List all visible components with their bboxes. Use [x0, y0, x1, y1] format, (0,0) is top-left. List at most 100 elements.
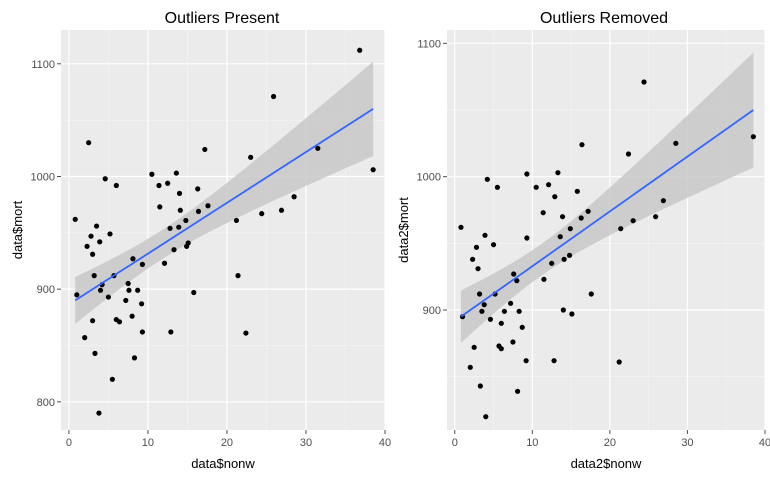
data-point — [82, 335, 88, 341]
left-y-axis-title: data$mort — [10, 200, 25, 259]
data-point — [167, 225, 173, 231]
y-tick-label: 800 — [37, 397, 55, 409]
data-point — [161, 260, 168, 266]
data-point — [473, 244, 480, 250]
data-point — [481, 302, 487, 308]
data-point — [92, 350, 98, 356]
data-point — [482, 232, 488, 238]
data-point — [541, 276, 547, 282]
y-tick-label: 900 — [37, 284, 55, 296]
y-tick-label: 1000 — [417, 172, 441, 184]
data-point — [248, 154, 254, 160]
data-point — [540, 210, 546, 216]
left-x-ticks: 0 10 20 30 40 — [66, 430, 391, 449]
data-point — [139, 261, 145, 267]
data-point — [195, 186, 201, 192]
data-point — [177, 207, 183, 213]
data-point — [139, 329, 145, 335]
y-tick-label: 900 — [423, 305, 441, 317]
data-point — [129, 313, 135, 319]
data-point — [107, 231, 113, 237]
data-point — [243, 330, 249, 336]
data-point — [149, 171, 155, 177]
data-point — [183, 217, 189, 224]
right-chart-title: Outliers Removed — [540, 10, 668, 27]
right-confidence-band-group — [460, 52, 754, 343]
data-point — [157, 204, 163, 210]
x-tick-label: 0 — [452, 437, 458, 449]
data-point — [185, 240, 191, 246]
data-point — [660, 198, 666, 204]
data-point — [195, 208, 202, 215]
data-point — [579, 142, 585, 148]
data-point — [130, 256, 136, 262]
x-tick-label: 40 — [379, 437, 391, 449]
data-point — [467, 364, 473, 370]
data-point — [555, 170, 561, 176]
data-point — [561, 256, 567, 262]
data-point — [625, 151, 632, 157]
data-point — [131, 355, 138, 361]
data-point — [123, 297, 129, 304]
data-point — [113, 182, 119, 189]
left-chart-title: Outliers Present — [165, 10, 280, 27]
data-point — [84, 243, 90, 249]
data-point — [490, 242, 497, 248]
data-point — [476, 291, 483, 297]
data-point — [171, 247, 177, 253]
right-y-ticks: 900 1000 1100 — [417, 38, 447, 317]
x-tick-label: 0 — [66, 437, 72, 449]
data-point — [566, 252, 573, 258]
data-point — [139, 301, 145, 307]
data-point — [135, 287, 141, 293]
data-point — [91, 273, 97, 279]
data-point — [86, 140, 92, 146]
right-y-axis-title: data2$mort — [396, 197, 411, 263]
x-tick-label: 20 — [221, 437, 233, 449]
right-fit-line-group — [460, 109, 754, 318]
data-point — [484, 176, 490, 182]
data-point — [165, 180, 171, 186]
data-point — [259, 211, 265, 217]
data-point — [567, 226, 573, 232]
left-y-ticks: 800 900 1000 1100 — [31, 59, 61, 409]
data-point — [315, 145, 321, 151]
data-point — [191, 289, 197, 296]
data-point — [88, 233, 94, 239]
data-point — [90, 318, 96, 324]
data-point — [578, 215, 584, 221]
x-tick-label: 10 — [142, 437, 154, 449]
data-point — [483, 414, 489, 420]
left-x-axis-title: data$nonw — [191, 456, 255, 471]
data-point — [630, 218, 636, 224]
data-point — [74, 292, 80, 298]
data-point — [510, 339, 516, 345]
x-tick-label: 40 — [759, 437, 770, 449]
data-point — [479, 308, 485, 314]
data-point — [560, 307, 566, 313]
data-point — [270, 93, 277, 100]
data-point — [523, 358, 529, 364]
data-point — [173, 170, 179, 176]
data-point — [458, 224, 464, 230]
data-point — [511, 271, 517, 277]
data-point — [588, 291, 594, 297]
data-point — [96, 410, 102, 416]
right-x-ticks: 0 10 20 30 40 — [452, 430, 770, 449]
right-x-axis-title: data2$nonw — [571, 456, 642, 471]
data-point — [514, 388, 521, 394]
data-point — [673, 140, 679, 146]
data-point — [205, 203, 211, 209]
data-point — [641, 79, 647, 85]
fit-line — [460, 109, 754, 318]
data-point — [357, 47, 363, 53]
data-point — [569, 311, 575, 317]
data-point — [487, 316, 494, 322]
x-tick-label: 30 — [300, 437, 312, 449]
left-confidence-band-group — [75, 61, 374, 324]
data-point — [125, 280, 131, 287]
data-point — [156, 182, 162, 189]
data-point — [524, 171, 530, 177]
data-point — [202, 146, 208, 153]
